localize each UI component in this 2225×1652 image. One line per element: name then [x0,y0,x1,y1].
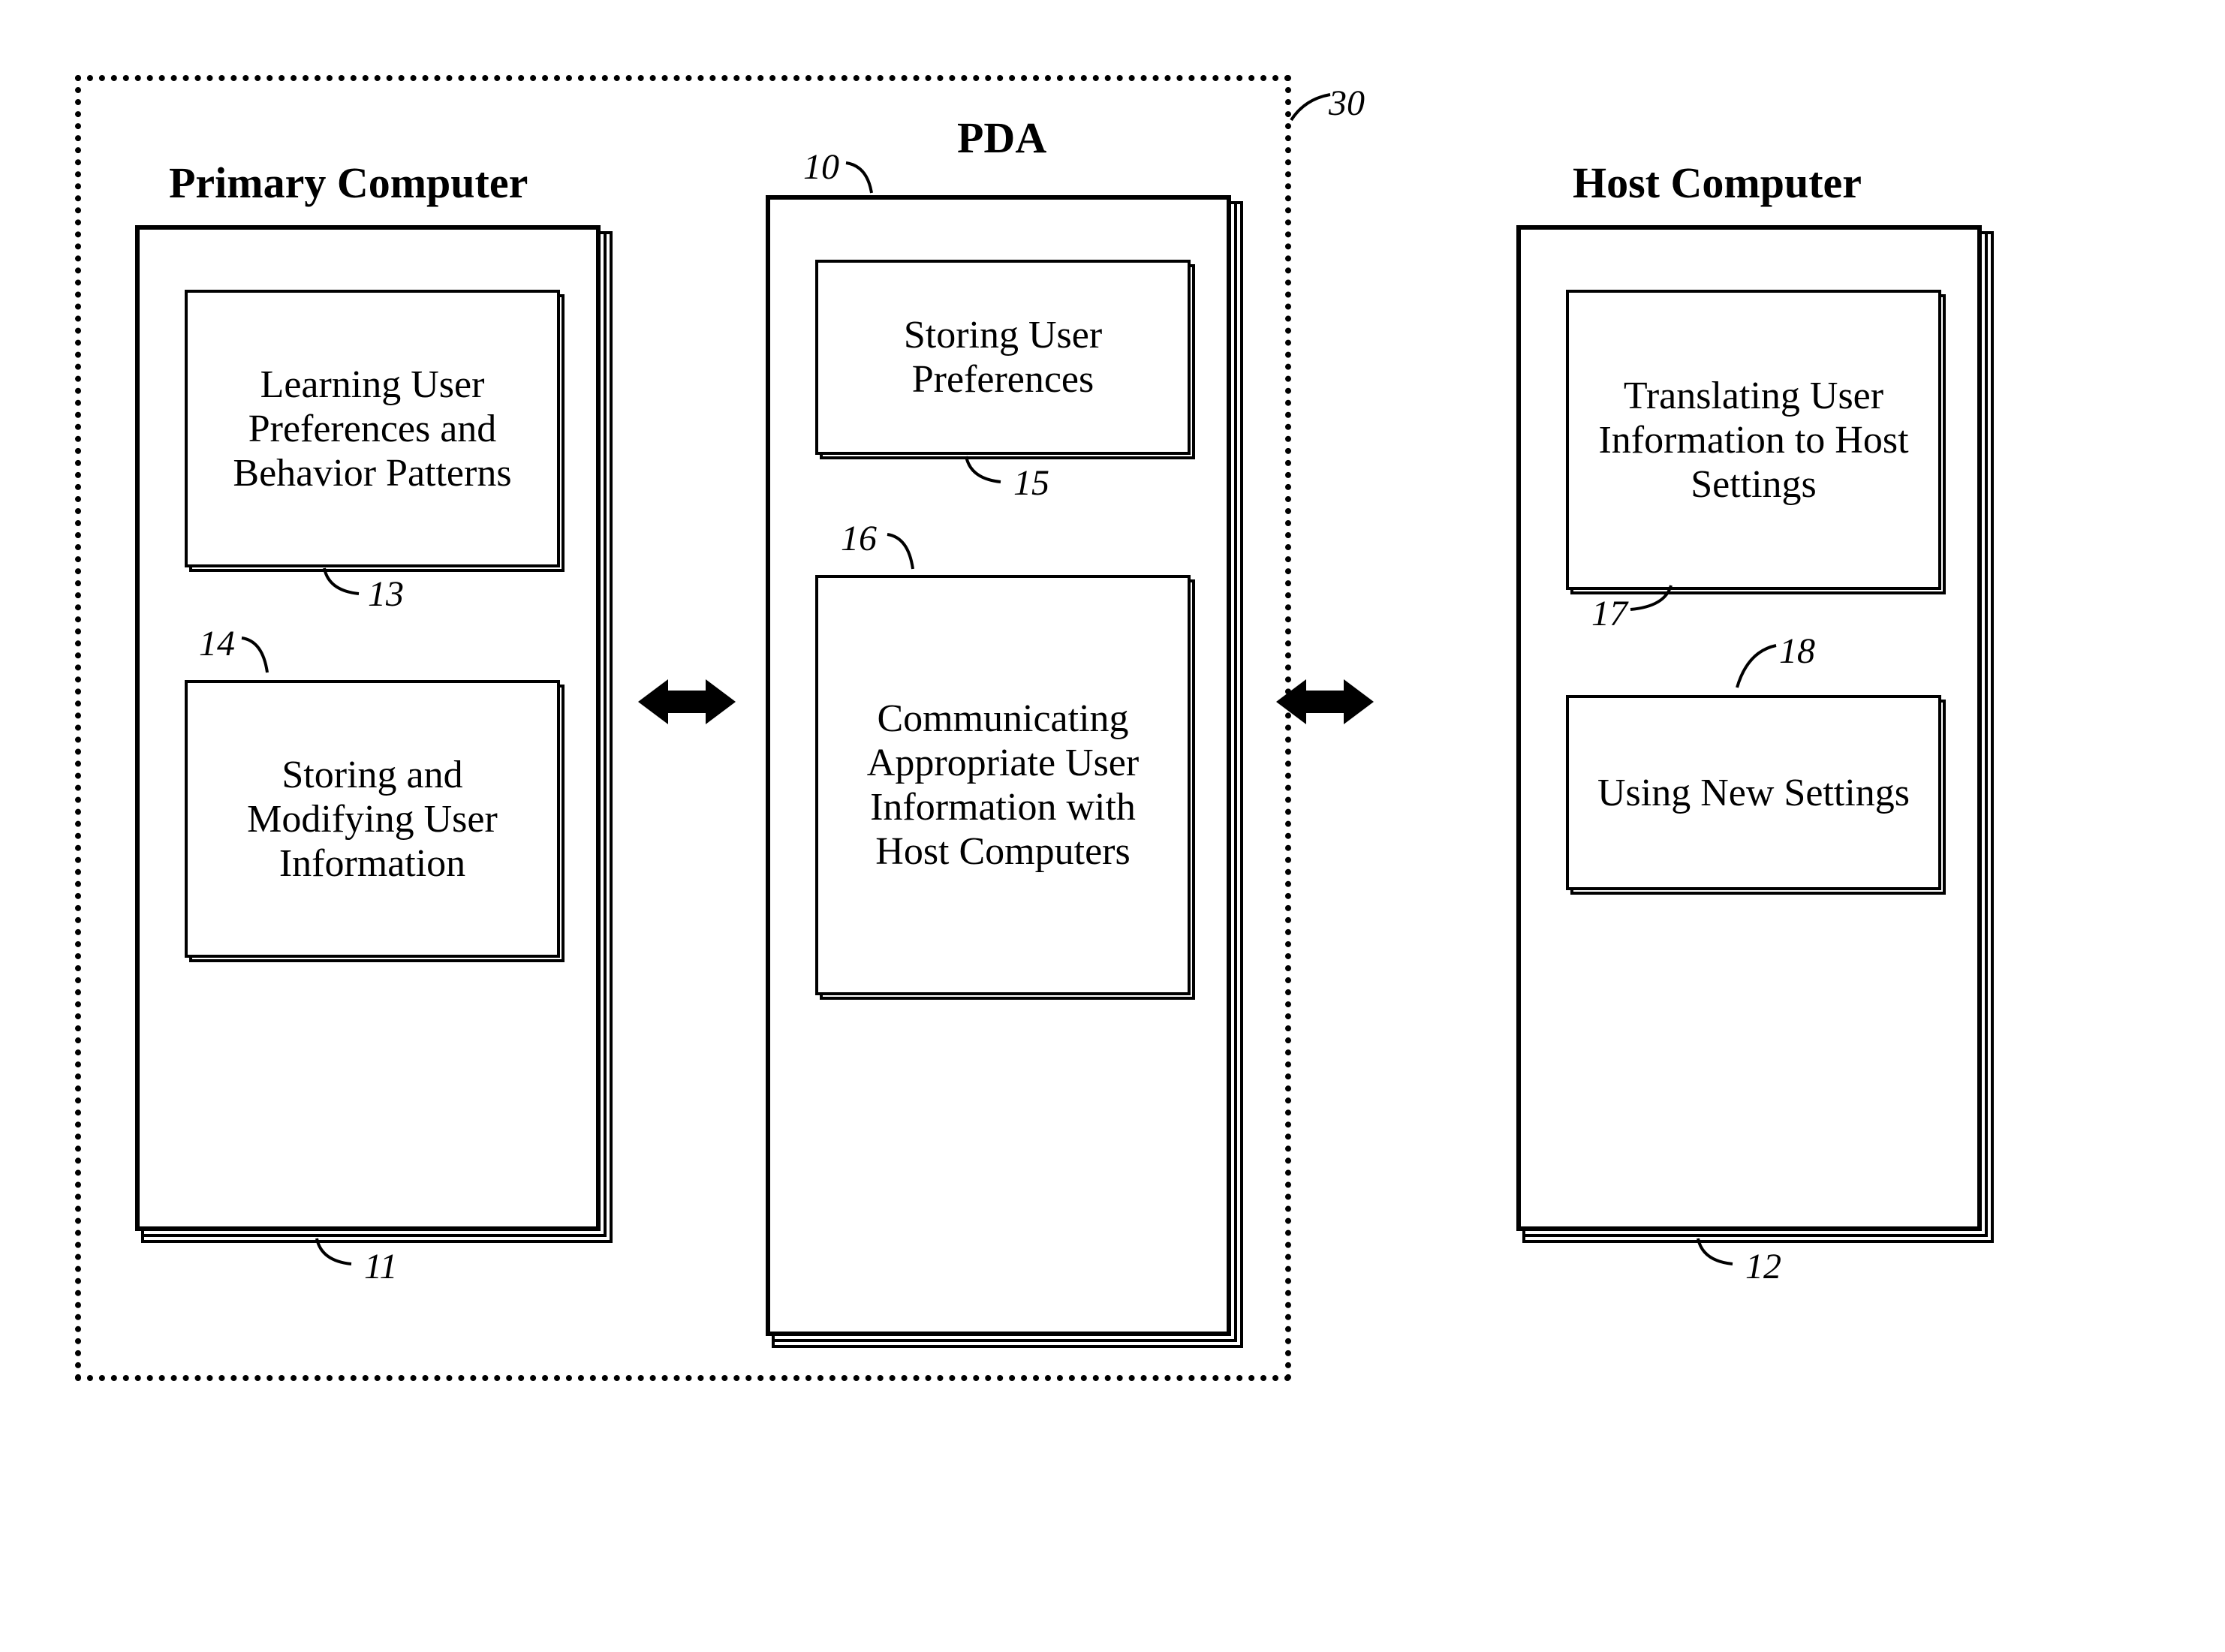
primary-title: Primary Computer [169,158,528,208]
host-box: Translating User Information to Host Set… [1516,225,1982,1231]
primary-store-box: Storing and Modifying User Information [185,680,560,958]
ref-label-13: 13 [368,573,404,615]
pda-comm-text: Communicating Appropriate User Informati… [833,697,1173,874]
ref-label-14: 14 [199,623,235,664]
ref-label-12: 12 [1745,1246,1781,1287]
arrow-pda-host [1276,676,1374,728]
primary-learn-box: Learning User Preferences and Behavior P… [185,290,560,567]
pda-prefs-box: Storing User Preferences [815,260,1191,455]
arrow-primary-pda [638,676,736,728]
pda-title: PDA [957,113,1046,163]
ref-label-17: 17 [1591,593,1627,634]
host-use-text: Using New Settings [1597,771,1910,815]
pda-comm-box: Communicating Appropriate User Informati… [815,575,1191,995]
ref-label-15: 15 [1013,462,1049,504]
ref-label-16: 16 [841,518,877,559]
pda-prefs-text: Storing User Preferences [833,313,1173,402]
ref-label-10: 10 [803,146,839,188]
primary-store-text: Storing and Modifying User Information [203,753,542,886]
ref-label-11: 11 [364,1246,397,1287]
host-use-box: Using New Settings [1566,695,1941,890]
ref-label-30: 30 [1329,83,1365,124]
primary-learn-text: Learning User Preferences and Behavior P… [203,363,542,495]
pda-box: Storing User Preferences Communicating A… [766,195,1231,1336]
host-title: Host Computer [1573,158,1862,208]
host-translate-box: Translating User Information to Host Set… [1566,290,1941,590]
host-translate-text: Translating User Information to Host Set… [1584,374,1923,507]
primary-box: Learning User Preferences and Behavior P… [135,225,601,1231]
